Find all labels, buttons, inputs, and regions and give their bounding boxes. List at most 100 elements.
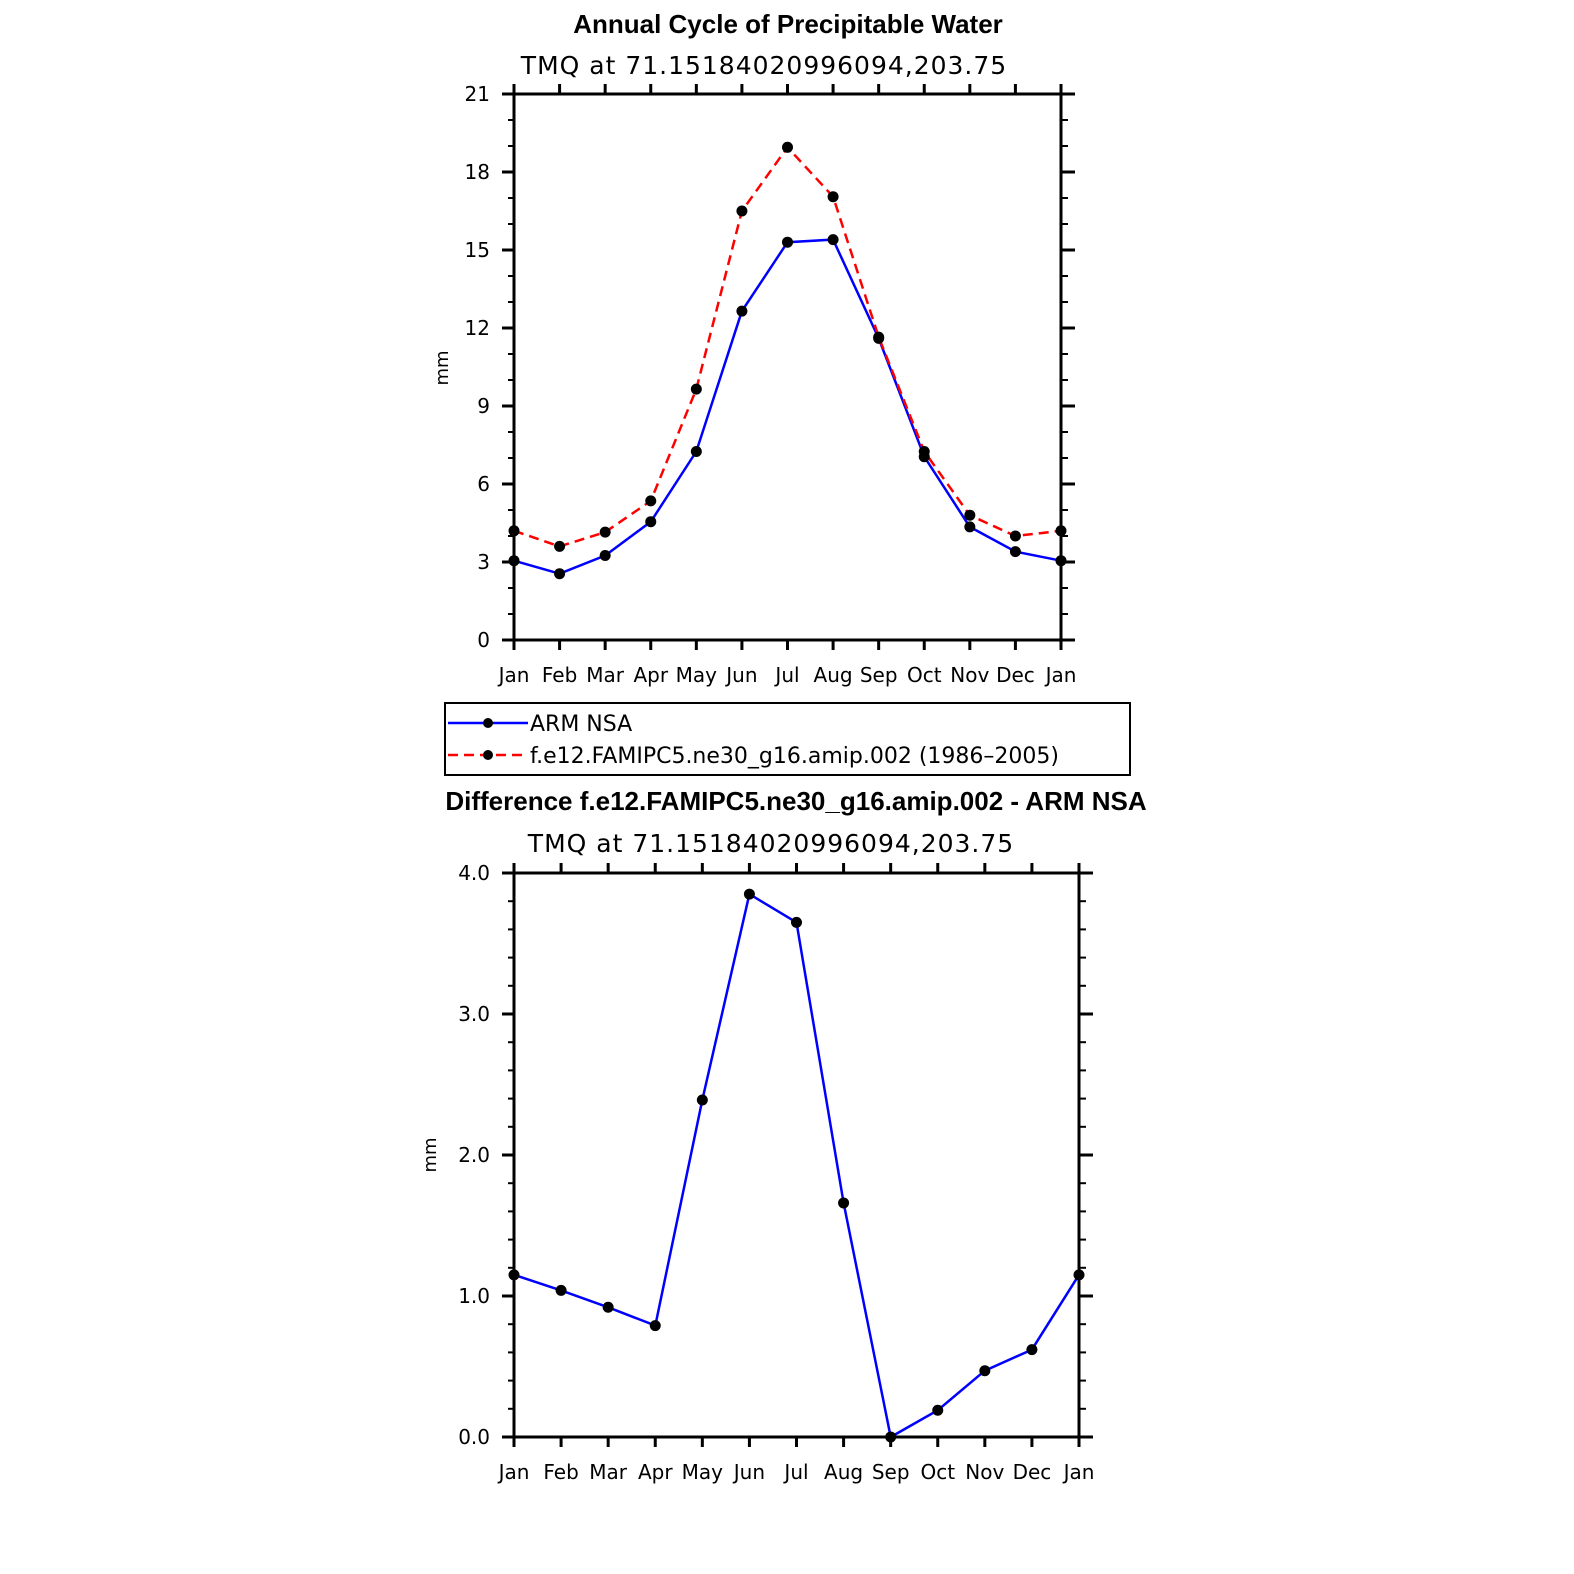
x-tick-label: Aug bbox=[824, 1460, 863, 1484]
y-tick-label: 21 bbox=[465, 82, 490, 106]
series-0-point bbox=[932, 1404, 944, 1416]
series-0-point bbox=[599, 550, 611, 561]
series-0-point bbox=[508, 555, 520, 567]
series-0-point bbox=[827, 234, 839, 246]
x-tick-label: Jul bbox=[782, 1460, 808, 1484]
x-tick-label: Apr bbox=[638, 1460, 673, 1484]
x-tick-label: May bbox=[682, 1460, 724, 1484]
legend-model-marker bbox=[483, 750, 493, 760]
series-0-point bbox=[782, 236, 793, 248]
x-tick-label: Dec bbox=[1013, 1460, 1052, 1484]
series-0-point bbox=[555, 1284, 567, 1296]
legend-arm-marker bbox=[483, 718, 493, 728]
series-0-point bbox=[602, 1301, 614, 1313]
series-0-point bbox=[1055, 555, 1067, 567]
series-0-point bbox=[979, 1365, 991, 1377]
top-chart-xtick-labels: Jan Feb Mar Apr May Jun Jul Aug Sep Oct Nov Dec Jan bbox=[497, 663, 1077, 687]
legend-box bbox=[444, 702, 1131, 776]
top-chart-ytick-labels: 0 3 6 9 12 15 18 21 bbox=[465, 82, 490, 652]
x-tick-label: Oct bbox=[920, 1460, 955, 1484]
bottom-chart-ytick-labels: 0.0 1.0 2.0 3.0 4.0 bbox=[458, 861, 490, 1449]
series-1-point bbox=[736, 205, 748, 217]
bottom-chart-xtick-labels: Jan Feb Mar Apr May Jun Jul Aug Sep Oct Nov Dec Jan bbox=[497, 1460, 1095, 1484]
bottom-chart-ylabel: mm bbox=[420, 1137, 441, 1172]
series-1-point bbox=[554, 540, 566, 552]
top-chart-series bbox=[508, 141, 1067, 580]
x-tick-label: Sep bbox=[860, 663, 898, 687]
series-0-point bbox=[885, 1431, 897, 1443]
y-tick-label: 6 bbox=[477, 472, 490, 496]
y-tick-label: 15 bbox=[465, 238, 490, 262]
x-tick-label: Sep bbox=[872, 1460, 910, 1484]
bottom-chart-title: Difference f.e12.FAMIPC5.ne30_g16.amip.0… bbox=[445, 786, 1147, 816]
x-tick-label: Jun bbox=[732, 1460, 765, 1484]
series-1-point bbox=[599, 526, 611, 538]
y-tick-label: 0.0 bbox=[458, 1425, 490, 1449]
bottom-chart: Difference f.e12.FAMIPC5.ne30_g16.amip.0… bbox=[420, 786, 1147, 1484]
x-tick-label: Mar bbox=[589, 1460, 628, 1484]
series-1-point bbox=[827, 191, 839, 203]
x-tick-label: Feb bbox=[542, 663, 577, 687]
series-0-point bbox=[736, 305, 748, 317]
series-1-point bbox=[1009, 530, 1021, 542]
y-tick-label: 9 bbox=[477, 394, 490, 418]
y-tick-label: 12 bbox=[465, 316, 490, 340]
series-0-point bbox=[791, 916, 802, 928]
top-chart-subtitle: TMQ at 71.15184020996094,203.75 bbox=[520, 51, 1007, 80]
series-1-point bbox=[508, 525, 520, 537]
series-0-point bbox=[964, 521, 976, 533]
top-chart-ylabel: mm bbox=[432, 350, 453, 385]
legend: ARM NSA f.e12.FAMIPC5.ne30_g16.amip.002 … bbox=[444, 702, 1131, 776]
bottom-chart-subtitle: TMQ at 71.15184020996094,203.75 bbox=[527, 829, 1014, 858]
series-0-point bbox=[645, 516, 657, 528]
y-tick-label: 1.0 bbox=[458, 1284, 490, 1308]
x-tick-label: Nov bbox=[950, 663, 989, 687]
x-tick-label: Jun bbox=[724, 663, 757, 687]
series-0-point bbox=[838, 1197, 850, 1209]
y-tick-label: 18 bbox=[465, 160, 490, 184]
x-tick-label: Jan bbox=[497, 663, 530, 687]
series-0-point bbox=[554, 568, 566, 580]
series-0-point bbox=[743, 888, 755, 900]
series-1-point bbox=[918, 446, 930, 457]
x-tick-label: Feb bbox=[543, 1460, 578, 1484]
y-tick-label: 3.0 bbox=[458, 1002, 490, 1026]
y-tick-label: 3 bbox=[477, 550, 490, 574]
series-0-point bbox=[1026, 1344, 1038, 1356]
top-chart-ticks bbox=[502, 84, 1075, 650]
series-line-0 bbox=[513, 238, 1062, 576]
x-tick-label: Apr bbox=[633, 663, 668, 687]
x-tick-label: Jul bbox=[773, 663, 799, 687]
legend-model-label: f.e12.FAMIPC5.ne30_g16.amip.002 (1986–20… bbox=[530, 744, 1059, 769]
bottom-chart-frame bbox=[512, 871, 1081, 1439]
series-line-1 bbox=[513, 145, 1062, 548]
series-1-point bbox=[782, 141, 793, 153]
x-tick-label: Jan bbox=[497, 1460, 530, 1484]
x-tick-label: Aug bbox=[814, 663, 853, 687]
x-tick-label: Oct bbox=[907, 663, 942, 687]
series-line-0 bbox=[513, 892, 1081, 1439]
bottom-chart-ticks bbox=[502, 863, 1093, 1447]
x-tick-label: May bbox=[676, 663, 718, 687]
series-0-point bbox=[690, 446, 702, 457]
x-tick-label: Jan bbox=[1044, 663, 1077, 687]
series-0-point bbox=[508, 1269, 520, 1281]
bottom-chart-series bbox=[508, 888, 1085, 1443]
top-chart: Annual Cycle of Precipitable Water TMQ a… bbox=[432, 9, 1076, 687]
series-1-point bbox=[645, 495, 657, 507]
y-tick-label: 4.0 bbox=[458, 861, 490, 885]
series-1-point bbox=[1055, 525, 1067, 537]
y-tick-label: 2.0 bbox=[458, 1143, 490, 1167]
series-0-point bbox=[1073, 1269, 1085, 1281]
x-tick-label: Dec bbox=[996, 663, 1035, 687]
y-tick-label: 0 bbox=[477, 628, 490, 652]
legend-arm-label: ARM NSA bbox=[530, 712, 632, 737]
series-1-point bbox=[964, 509, 976, 521]
x-tick-label: Nov bbox=[965, 1460, 1004, 1484]
series-0-point bbox=[649, 1320, 661, 1332]
series-1-point bbox=[873, 331, 885, 343]
series-0-point bbox=[696, 1094, 708, 1106]
x-tick-label: Jan bbox=[1062, 1460, 1095, 1484]
series-1-point bbox=[690, 383, 702, 395]
